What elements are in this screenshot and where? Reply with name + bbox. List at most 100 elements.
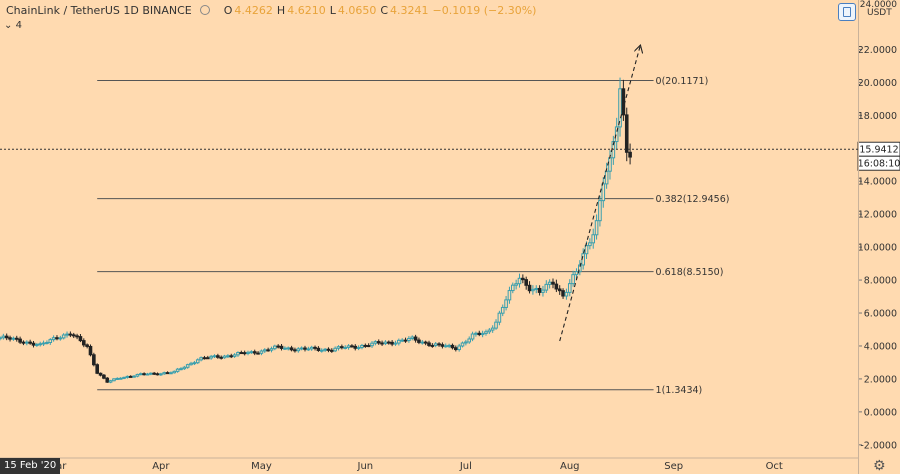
candle-body <box>192 362 197 365</box>
candle-body <box>564 291 569 297</box>
candle-body <box>195 359 200 364</box>
candle-body <box>527 284 532 292</box>
candle-body <box>0 337 2 340</box>
candle-body <box>541 289 545 293</box>
calendar-icon[interactable] <box>838 3 856 21</box>
candle-body <box>266 349 270 352</box>
candle-body <box>360 344 364 348</box>
y-tick-label: 6.0000 <box>864 309 897 320</box>
candle-body <box>95 364 99 374</box>
indicator-count: 4 <box>15 20 22 31</box>
candle-body <box>628 151 632 158</box>
candle-body <box>423 341 428 344</box>
y-tick-label: 4.0000 <box>864 341 897 352</box>
candle-body <box>561 290 565 297</box>
candle-body <box>333 347 337 352</box>
candle-body <box>132 375 136 378</box>
indicator-toggle[interactable]: ⌄ 4 <box>4 20 22 31</box>
symbol-title[interactable]: ChainLink / TetherUS 1D BINANCE <box>6 3 192 17</box>
candle-body <box>343 346 348 349</box>
y-tick-label: 8.0000 <box>864 276 897 287</box>
x-tick-label: Oct <box>766 461 783 472</box>
candle-body <box>356 346 361 349</box>
candle-body <box>135 373 140 377</box>
candle-body <box>303 347 307 350</box>
candle-body <box>246 351 250 354</box>
candle-body <box>427 342 431 346</box>
fib-level-label: 0.618(8.5150) <box>656 267 724 278</box>
candle-body <box>219 356 224 359</box>
price-axis[interactable] <box>858 0 900 474</box>
candle-body <box>500 306 505 314</box>
candle-body <box>112 378 116 382</box>
candle-body <box>330 349 334 352</box>
candle-body <box>413 336 418 341</box>
candle-body <box>346 345 351 348</box>
collapse-chevron-icon[interactable]: ⌄ <box>4 20 13 31</box>
candle-body <box>78 336 83 342</box>
candle-body <box>68 333 73 336</box>
candle-body <box>326 348 331 351</box>
gear-icon[interactable]: ⚙ <box>873 458 886 474</box>
candle-body <box>447 344 451 347</box>
trend-line <box>559 46 640 342</box>
candle-body <box>92 354 96 366</box>
low-label: L <box>329 3 336 17</box>
x-tick-label: Aug <box>560 461 580 472</box>
candle-body <box>58 337 63 340</box>
candle-body <box>152 372 156 375</box>
status-dot-icon <box>199 5 210 15</box>
candle-body <box>209 355 213 359</box>
fib-level-label: 1(1.3434) <box>656 385 703 396</box>
candle-body <box>273 345 277 350</box>
candle-body <box>4 335 9 339</box>
x-tick-label: Apr <box>152 461 170 472</box>
candle-body <box>216 355 220 358</box>
candle-body <box>336 346 341 349</box>
candle-body <box>594 220 599 236</box>
candle-body <box>222 355 227 359</box>
candle-body <box>232 354 237 357</box>
open-value: 4.4262 <box>234 3 273 17</box>
candle-body <box>48 339 53 344</box>
candle-body <box>71 334 76 337</box>
candle-body <box>81 340 86 346</box>
y-tick-label: 14.0000 <box>858 177 897 188</box>
x-tick-label: Jul <box>459 461 472 472</box>
candle-body <box>531 288 535 292</box>
candle-body <box>487 329 492 333</box>
candle-body <box>169 372 173 375</box>
candle-body <box>460 342 465 347</box>
candle-body <box>159 373 163 376</box>
close-value: 4.3241 <box>390 3 429 17</box>
y-tick-label: 10.0000 <box>858 243 897 254</box>
candle-body <box>571 274 575 285</box>
candle-body <box>14 337 19 340</box>
candle-body <box>286 347 291 350</box>
candle-body <box>383 341 388 345</box>
y-tick-label: 22.0000 <box>858 45 897 56</box>
candle-body <box>88 345 93 356</box>
candle-body <box>397 339 401 344</box>
candle-body <box>363 344 368 347</box>
candle-body <box>534 287 539 290</box>
candle-body <box>403 339 408 342</box>
fib-level-label: 0.382(12.9456) <box>656 194 730 205</box>
candle-body <box>521 277 525 281</box>
candle-body <box>236 352 240 356</box>
candle-body <box>85 344 89 347</box>
candle-body <box>494 321 498 329</box>
candle-body <box>591 234 596 244</box>
candle-body <box>484 331 488 334</box>
y-tick-label: 0.0000 <box>864 407 897 418</box>
candle-body <box>474 332 478 335</box>
candle-body <box>175 368 180 372</box>
candle-body <box>370 342 374 347</box>
candle-body <box>430 344 435 347</box>
candle-body <box>162 372 167 375</box>
candle-body <box>149 372 153 375</box>
candle-body <box>102 374 106 379</box>
candle-body <box>450 344 455 349</box>
